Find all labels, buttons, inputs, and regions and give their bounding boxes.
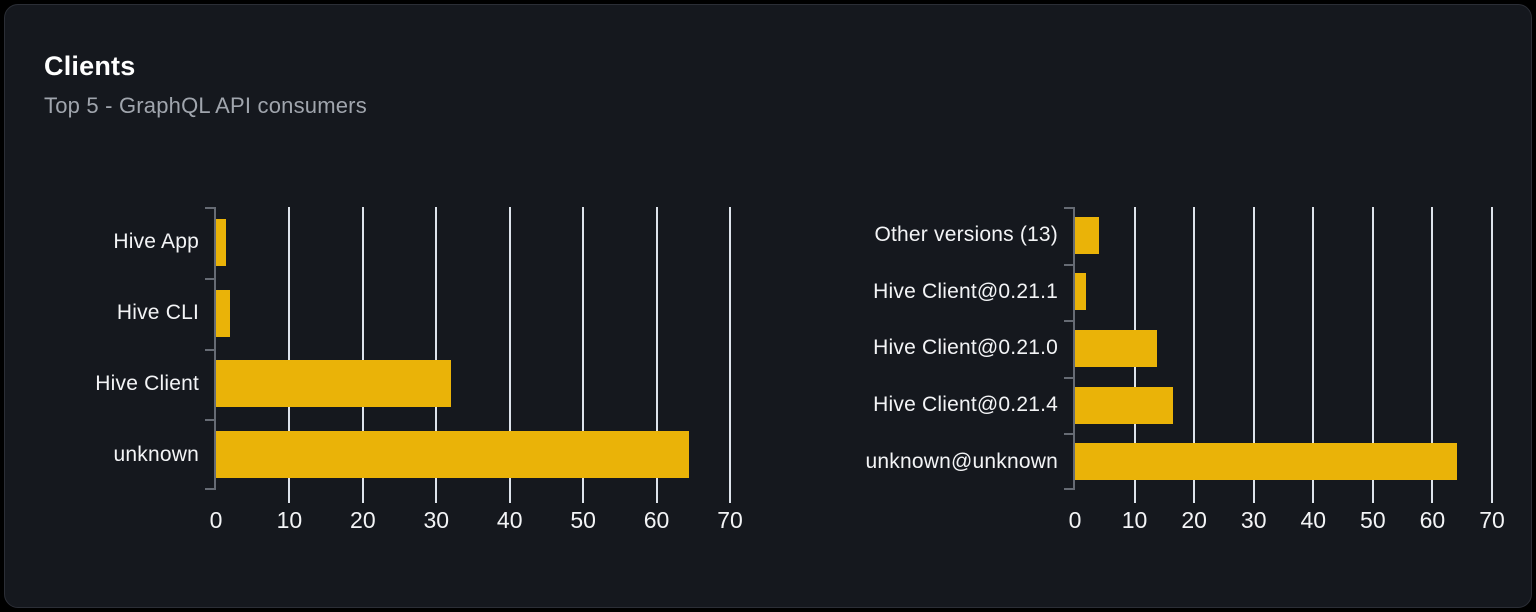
category-labels: Hive App Hive CLI Hive Client unknown <box>5 207 214 490</box>
bar-hive-client-0-21-4[interactable] <box>1075 386 1174 424</box>
x-tick-label: 30 <box>423 507 450 533</box>
y-axis-tick <box>205 419 214 422</box>
x-tick-label: 40 <box>496 507 523 533</box>
client-versions-bar-chart: Other versions (13) Hive Client@0.21.1 Hiv… <box>768 207 1531 533</box>
gridline <box>288 207 291 503</box>
x-tick-label: 20 <box>350 507 376 533</box>
category-label-other-versions-13: Other versions (13) <box>874 223 1058 247</box>
category-label-unknown-unknown: unknown@unknown <box>865 449 1058 473</box>
x-tick-label: 30 <box>1240 507 1267 533</box>
gridline <box>582 207 585 503</box>
gridline <box>435 207 438 503</box>
clients-card: Clients Top 5 - GraphQL API consumers Hi… <box>4 4 1532 608</box>
category-labels: Other versions (13) Hive Client@0.21.1 Hiv… <box>768 207 1073 490</box>
gridline <box>508 207 511 503</box>
x-tick-label: 60 <box>643 507 670 533</box>
y-axis-tick <box>205 207 214 209</box>
x-tick-label: 50 <box>570 507 596 533</box>
gridline <box>1252 207 1255 503</box>
y-axis-tick <box>205 488 214 490</box>
category-label-hive-client-0-21-4: Hive Client@0.21.4 <box>873 393 1058 417</box>
x-tick-label: 40 <box>1300 507 1327 533</box>
gridline <box>1371 207 1374 503</box>
bar-other-versions-13[interactable] <box>1075 216 1099 254</box>
y-axis-tick <box>205 348 214 351</box>
page-subtitle: Top 5 - GraphQL API consumers <box>44 93 367 118</box>
y-axis-tick <box>1064 433 1073 436</box>
x-tick-label: 50 <box>1360 507 1386 533</box>
x-tick-label: 20 <box>1181 507 1207 533</box>
page-title: Clients <box>44 51 136 81</box>
y-axis-tick <box>205 277 214 280</box>
y-axis-tick <box>1064 207 1073 209</box>
charts-row: Hive App Hive CLI Hive Client unknown 0 10 20 3… <box>5 207 1531 533</box>
x-tick-label: 70 <box>717 507 743 533</box>
y-axis-tick <box>1064 263 1073 266</box>
x-tick-label: 60 <box>1419 507 1446 533</box>
bar-unknown-unknown[interactable] <box>1075 443 1458 481</box>
bar-hive-client-0-21-0[interactable] <box>1075 330 1158 367</box>
x-tick-label: 10 <box>276 507 303 533</box>
gridline <box>1312 207 1315 503</box>
category-label-hive-client-0-21-0: Hive Client@0.21.0 <box>873 336 1058 360</box>
y-axis-tick <box>1064 320 1073 323</box>
gridline <box>1491 207 1493 503</box>
bar-hive-client[interactable] <box>216 360 451 408</box>
category-label-hive-app: Hive App <box>113 230 199 254</box>
bar-hive-client-0-21-1[interactable] <box>1075 273 1087 311</box>
gridline <box>361 207 364 503</box>
gridline <box>1193 207 1196 503</box>
category-label-hive-cli: Hive CLI <box>116 301 199 325</box>
clients-bar-chart: Hive App Hive CLI Hive Client unknown 0 10 20 3… <box>5 207 768 533</box>
x-tick-label: 70 <box>1479 507 1505 533</box>
bar-hive-cli[interactable] <box>216 289 230 337</box>
y-axis-tick <box>1064 376 1073 379</box>
gridline <box>655 207 658 503</box>
card-header: Clients Top 5 - GraphQL API consumers <box>5 5 1531 120</box>
gridline <box>1431 207 1434 503</box>
bar-unknown[interactable] <box>216 431 689 479</box>
category-label-hive-client: Hive Client <box>95 371 199 395</box>
x-tick-label: 10 <box>1121 507 1148 533</box>
plot-area: 0 10 20 30 40 50 60 70 <box>205 207 743 533</box>
x-tick-label: 0 <box>209 507 223 533</box>
bar-hive-app[interactable] <box>216 218 227 266</box>
category-label-hive-client-0-21-1: Hive Client@0.21.1 <box>873 279 1058 303</box>
x-tick-label: 0 <box>1068 507 1082 533</box>
gridline <box>729 207 731 503</box>
category-label-unknown: unknown <box>113 442 199 466</box>
y-axis-tick <box>1064 488 1073 490</box>
plot-area: 0 10 20 30 40 50 60 70 <box>1064 207 1505 533</box>
